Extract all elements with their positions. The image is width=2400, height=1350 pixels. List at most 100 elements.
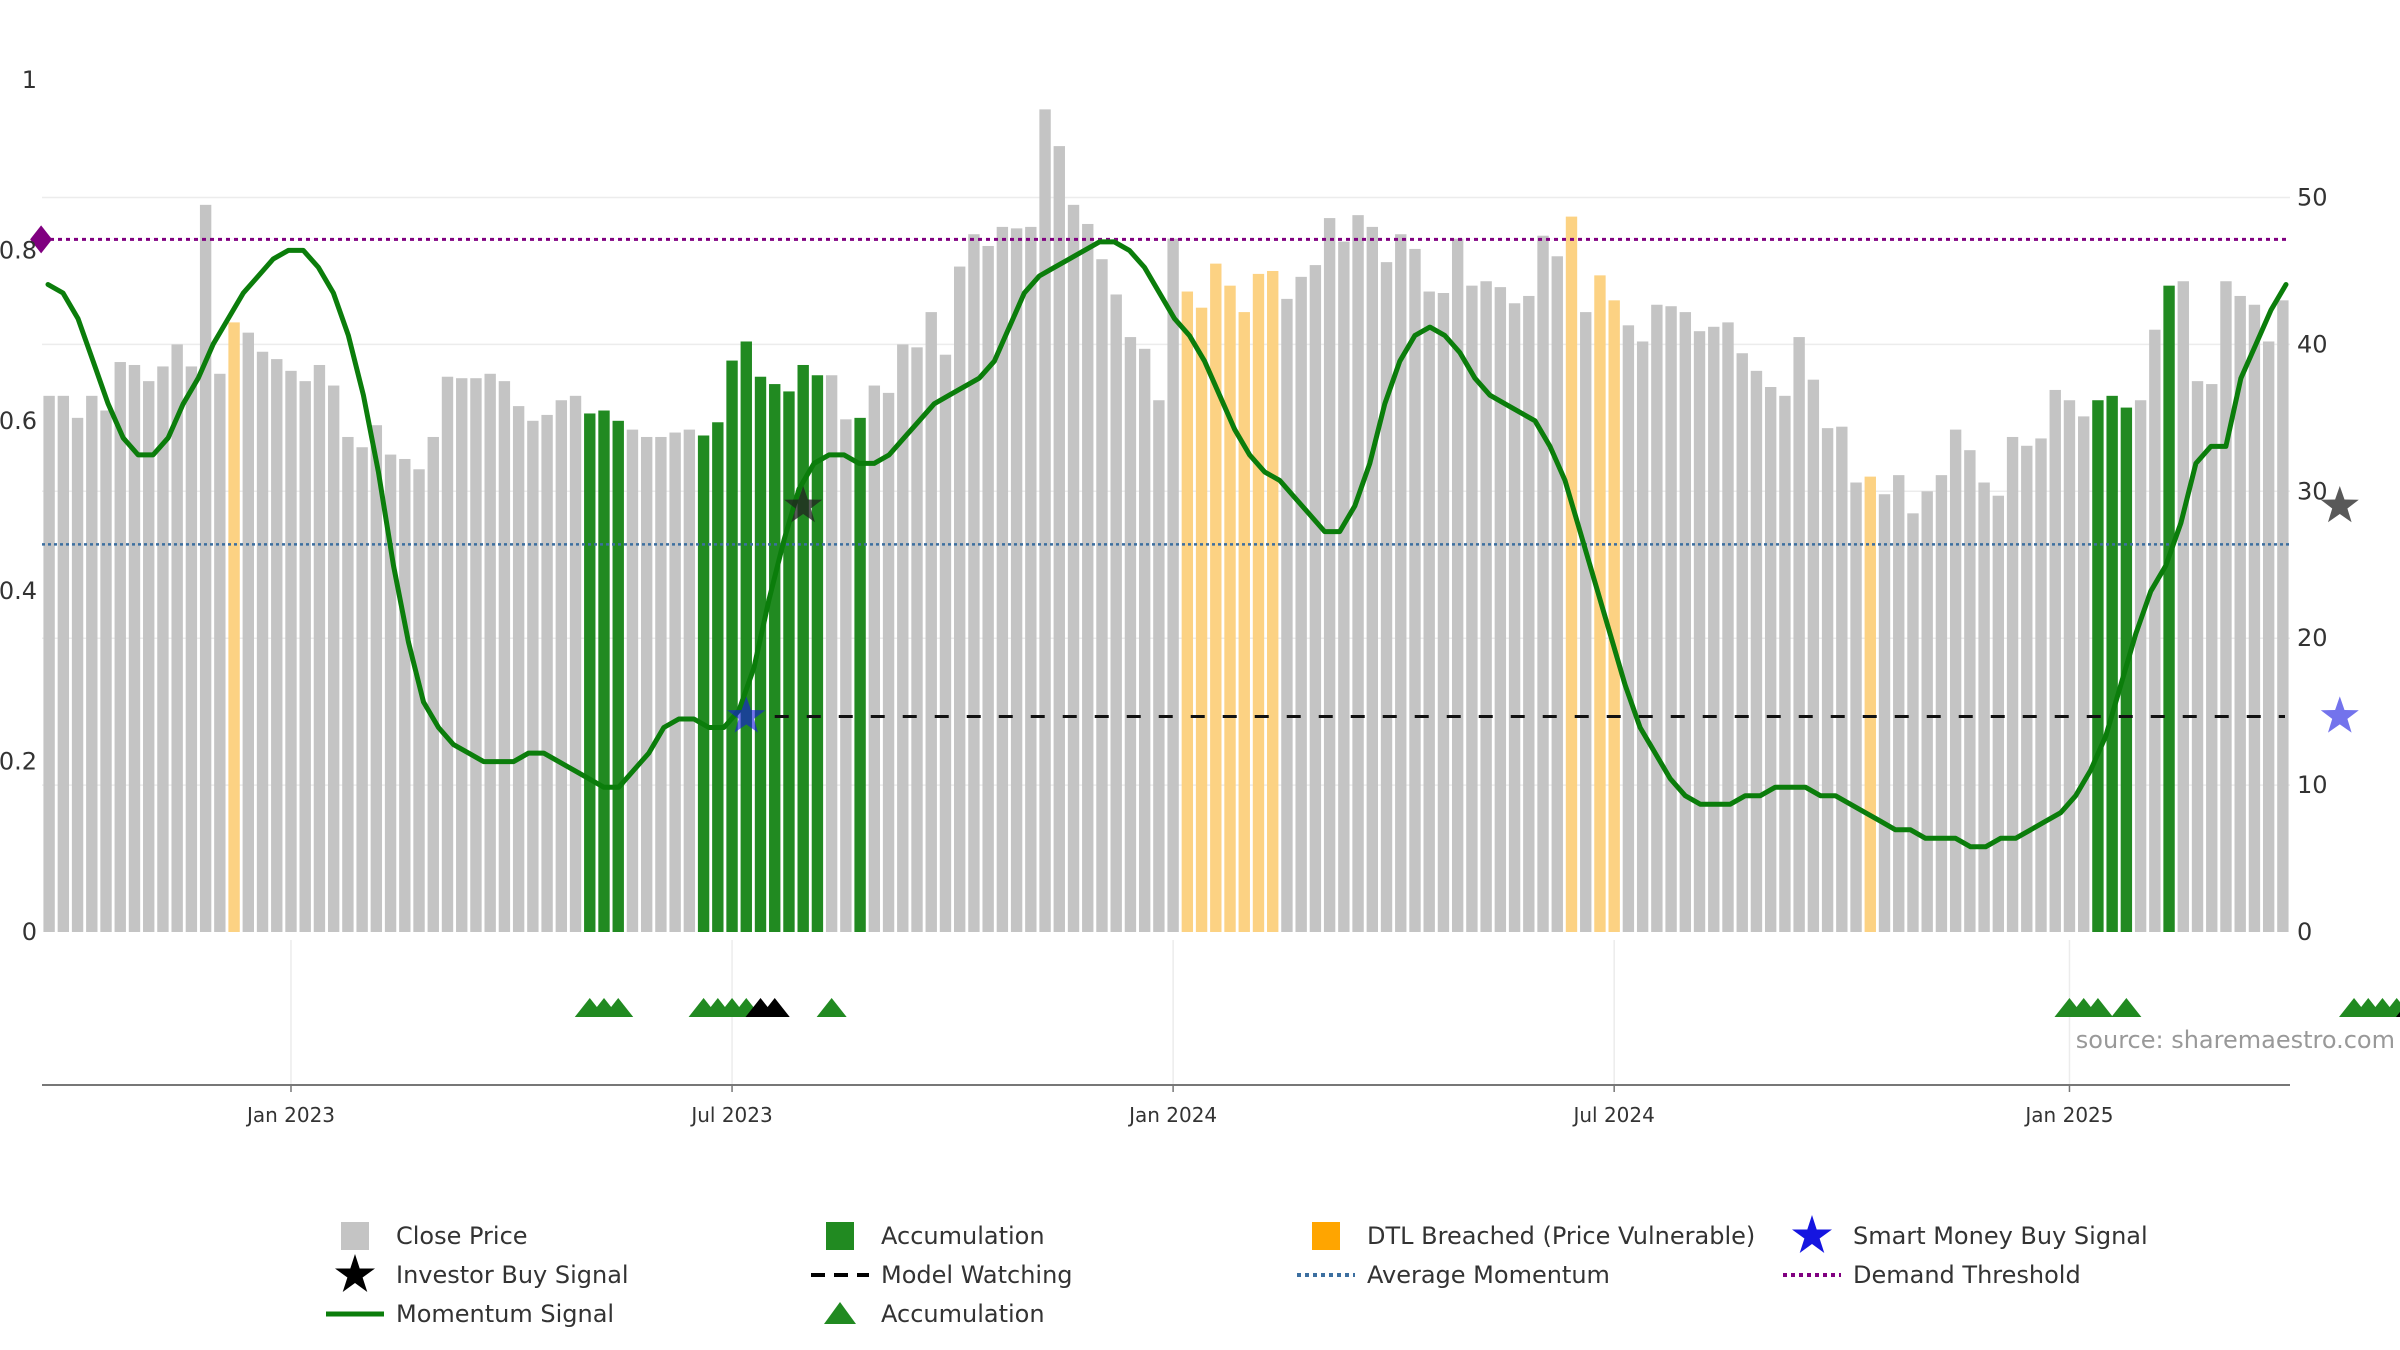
x-tick-0: Jan 2023	[245, 1103, 335, 1127]
accumulation-bar-38	[584, 413, 596, 933]
close-price-bar-19	[313, 364, 326, 933]
dtl-breached-bar-110	[1608, 300, 1620, 933]
close-price-bar-132	[1921, 491, 1933, 932]
price-bars	[43, 109, 2289, 933]
close-price-bar-3	[86, 395, 98, 933]
close-price-bar-102	[1494, 287, 1507, 932]
dtl-breached-bar-107	[1565, 216, 1578, 933]
close-price-bar-66	[982, 245, 994, 933]
close-price-bar-114	[1665, 306, 1677, 933]
dtl-breached-bar-13	[228, 322, 240, 932]
legend-label-1: Accumulation	[881, 1222, 1045, 1250]
legend-label-4: Investor Buy Signal	[396, 1261, 629, 1289]
accumulation-triangle-18	[2395, 1011, 2400, 1017]
source-label: source: sharemaestro.com	[2076, 1026, 2395, 1054]
close-price-bar-29	[456, 378, 468, 932]
close-price-bar-10	[185, 366, 198, 932]
right-tick-3: 30	[2297, 477, 2328, 505]
accumulation-bar-48	[726, 360, 738, 932]
close-price-bar-12	[214, 373, 226, 932]
close-price-bar-62	[925, 312, 937, 933]
close-price-bar-17	[285, 370, 297, 932]
accumulation-bar-57	[854, 417, 866, 932]
close-price-bar-129	[1878, 494, 1891, 932]
close-price-bar-103	[1508, 303, 1521, 932]
close-price-bar-133	[1935, 475, 1948, 932]
close-price-bar-21	[342, 436, 354, 932]
investor-buy-star-0	[784, 486, 823, 523]
close-price-bar-125	[1821, 428, 1834, 932]
legend-label-2: DTL Breached (Price Vulnerable)	[1367, 1222, 1755, 1250]
legend-symbol-0	[341, 1222, 369, 1250]
close-price-bar-68	[1010, 228, 1023, 932]
close-price-bar-127	[1850, 482, 1862, 932]
close-price-bar-155	[2248, 304, 2261, 932]
close-price-bar-136	[1978, 482, 1990, 932]
close-price-bar-18	[299, 381, 311, 932]
close-price-bar-108	[1580, 312, 1592, 933]
close-price-bar-79	[1167, 238, 1179, 932]
dtl-breached-bar-128	[1864, 476, 1876, 932]
close-price-bar-120	[1750, 370, 1763, 932]
close-price-bar-32	[498, 381, 511, 932]
accumulation-bar-47	[712, 422, 724, 932]
legend-symbol-4	[335, 1254, 375, 1292]
close-price-bar-27	[427, 436, 439, 932]
close-price-bar-37	[569, 395, 582, 933]
close-price-bar-137	[1992, 495, 2005, 932]
close-price-bar-25	[399, 458, 411, 932]
close-price-bar-93	[1366, 226, 1378, 932]
close-price-bar-131	[1907, 513, 1919, 932]
close-price-bar-117	[1708, 326, 1720, 932]
legend-symbol-1	[826, 1222, 854, 1250]
close-price-bar-111	[1622, 325, 1635, 932]
close-price-bar-113	[1651, 304, 1663, 932]
close-price-bar-67	[996, 226, 1009, 932]
close-price-bar-22	[356, 447, 368, 932]
close-price-bar-0	[43, 395, 55, 933]
accumulation-bar-39	[598, 410, 610, 932]
close-price-bar-44	[669, 432, 681, 932]
close-price-bar-99	[1451, 238, 1464, 932]
close-price-bar-14	[242, 332, 254, 932]
close-price-bar-104	[1523, 295, 1535, 932]
close-price-bar-90	[1323, 218, 1336, 932]
close-price-bar-147	[2134, 400, 2147, 933]
close-price-bar-94	[1380, 262, 1393, 932]
close-price-bar-140	[2035, 438, 2047, 932]
close-price-bar-45	[683, 429, 696, 932]
legend-label-5: Model Watching	[881, 1261, 1073, 1289]
close-price-bar-122	[1779, 395, 1791, 933]
dtl-breached-bar-85	[1252, 273, 1265, 932]
close-price-bar-134	[1949, 429, 1962, 932]
close-price-bar-96	[1409, 248, 1421, 932]
close-price-bar-63	[939, 354, 952, 932]
close-price-bar-41	[626, 429, 639, 932]
close-price-bar-42	[640, 436, 653, 932]
close-price-bar-139	[2021, 445, 2033, 932]
close-price-bar-16	[271, 359, 283, 933]
close-price-bar-4	[100, 410, 112, 932]
close-price-bar-60	[897, 344, 909, 932]
close-price-bar-34	[527, 420, 539, 932]
signal-markers	[30, 225, 2400, 1017]
close-price-bar-59	[882, 392, 895, 932]
close-price-bar-73	[1082, 223, 1094, 932]
close-price-bar-123	[1793, 337, 1805, 932]
close-price-bar-71	[1053, 146, 1065, 933]
close-price-bar-150	[2177, 281, 2189, 932]
right-tick-4: 40	[2297, 330, 2328, 358]
close-price-bar-87	[1281, 298, 1293, 932]
close-price-bar-98	[1437, 293, 1450, 932]
close-price-bar-100	[1466, 285, 1478, 932]
accumulation-bar-53	[797, 364, 809, 933]
close-price-bar-20	[327, 385, 340, 932]
accumulation-triangle-8	[759, 998, 790, 1017]
accumulation-bar-46	[697, 435, 710, 932]
accumulation-bar-51	[769, 384, 781, 933]
legend-symbol-2	[1312, 1222, 1340, 1250]
close-price-bar-5	[114, 362, 126, 932]
close-price-bar-112	[1636, 341, 1649, 933]
right-tick-0: 0	[2297, 918, 2312, 946]
